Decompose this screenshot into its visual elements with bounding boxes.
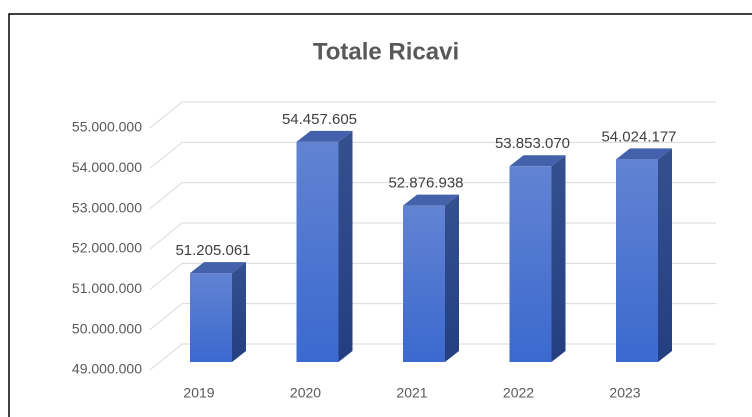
x-tick-label: 2020: [290, 385, 321, 401]
bar-top: [616, 148, 672, 160]
bar-top: [190, 262, 246, 274]
bar-side: [232, 262, 246, 362]
y-tick-label: 55.000.000: [72, 119, 142, 135]
bar-top: [509, 155, 566, 167]
y-tick-label: 50.000.000: [72, 320, 142, 336]
bar-top: [296, 130, 353, 142]
bar-side: [338, 130, 353, 362]
bar-side: [551, 155, 566, 362]
bar-top: [403, 194, 459, 206]
value-label: 54.024.177: [601, 128, 676, 145]
value-label: 53.853.070: [495, 135, 570, 152]
x-tick-label: 2019: [183, 385, 214, 401]
x-tick-label: 2022: [503, 385, 534, 401]
value-label: 54.457.605: [282, 111, 357, 128]
bar: [403, 205, 445, 362]
bar: [296, 141, 339, 362]
grid-line: [149, 141, 716, 169]
bar: [509, 166, 552, 362]
chart-title: Totale Ricavi: [313, 38, 459, 65]
value-label: 51.205.061: [175, 242, 250, 259]
bar-side: [445, 194, 459, 362]
bar: [616, 159, 658, 362]
bar-side: [658, 148, 672, 362]
grid-line: [149, 101, 716, 129]
x-tick-label: 2023: [609, 385, 640, 401]
y-tick-label: 53.000.000: [72, 199, 142, 215]
y-tick-label: 52.000.000: [72, 240, 142, 256]
y-tick-label: 54.000.000: [72, 159, 142, 175]
y-tick-label: 51.000.000: [72, 280, 142, 296]
value-label: 52.876.938: [388, 175, 463, 192]
bar: [190, 273, 232, 362]
x-tick-label: 2021: [396, 385, 427, 401]
y-tick-label: 49.000.000: [72, 361, 142, 377]
